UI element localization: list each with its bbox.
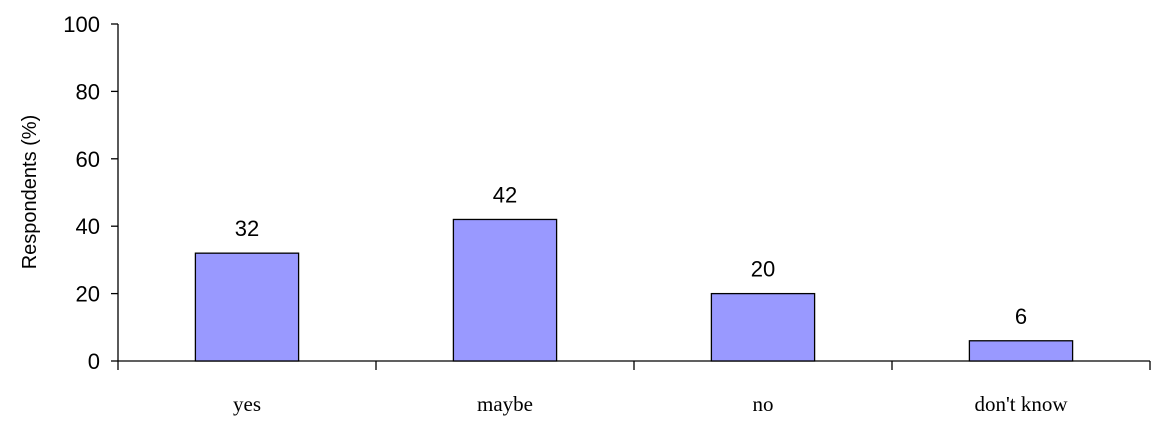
data-label: 6 [1015,304,1027,329]
data-label: 42 [493,182,517,207]
x-tick-label: yes [233,392,261,416]
y-tick-label: 60 [76,147,100,172]
bar-don-t-know [968,340,1074,362]
y-axis-label: Respondents (%) [19,115,41,270]
x-tick-label: no [753,392,774,416]
data-label: 32 [235,216,259,241]
y-tick-label: 80 [76,79,100,104]
x-axis: yes maybe no don't know [117,360,1151,416]
bars [194,218,1074,362]
data-label: 20 [751,257,775,282]
data-labels: 32 42 20 6 [235,182,1027,328]
bar-maybe [452,218,558,362]
y-tick-label: 40 [76,214,100,239]
y-tick-label: 0 [88,349,100,374]
y-axis: 0 20 40 60 80 100 [63,12,119,374]
bar-yes [194,252,300,362]
x-tick-label: maybe [477,392,533,416]
x-tick-label: don't know [974,392,1068,416]
bar-no [710,292,816,362]
y-tick-label: 100 [63,12,100,37]
y-tick-label: 20 [76,282,100,307]
